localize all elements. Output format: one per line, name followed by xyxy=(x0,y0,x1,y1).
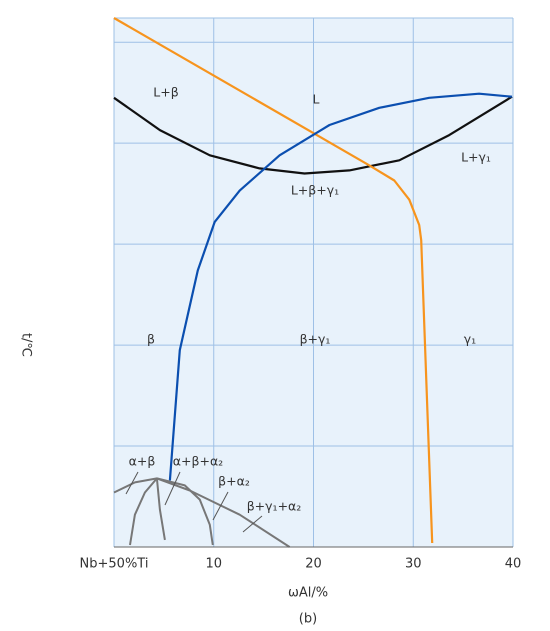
x-tick-label: Nb+50%Ti xyxy=(80,557,149,572)
leader-lines xyxy=(125,471,263,533)
x-axis-label: ωAl/% xyxy=(288,586,328,601)
region-label: α+β xyxy=(129,454,156,469)
region-label: L+β xyxy=(153,85,178,100)
x-tick-label: 40 xyxy=(505,557,522,572)
region-label: β+α₂ xyxy=(218,474,250,489)
phase-curve xyxy=(129,477,158,546)
region-label: L xyxy=(313,92,320,107)
phase-curve xyxy=(113,17,434,544)
region-label: β+γ₁ xyxy=(300,332,331,347)
x-tick-label: 10 xyxy=(205,557,222,572)
x-tick-label: 30 xyxy=(405,557,422,572)
x-tick-label: 20 xyxy=(305,557,322,572)
y-axis-label: t/℃ xyxy=(19,333,34,357)
region-label: β xyxy=(147,332,155,347)
phase-curve xyxy=(168,92,513,481)
region-label: β+γ₁+α₂ xyxy=(247,499,302,514)
region-label: L+γ₁ xyxy=(461,150,491,165)
region-label: L+β+γ₁ xyxy=(291,183,339,198)
phase-curve xyxy=(113,95,513,175)
caption: (b) xyxy=(299,612,317,627)
region-label: γ₁ xyxy=(464,332,476,347)
region-label: α+β+α₂ xyxy=(173,454,223,469)
phase-curve xyxy=(155,478,166,541)
